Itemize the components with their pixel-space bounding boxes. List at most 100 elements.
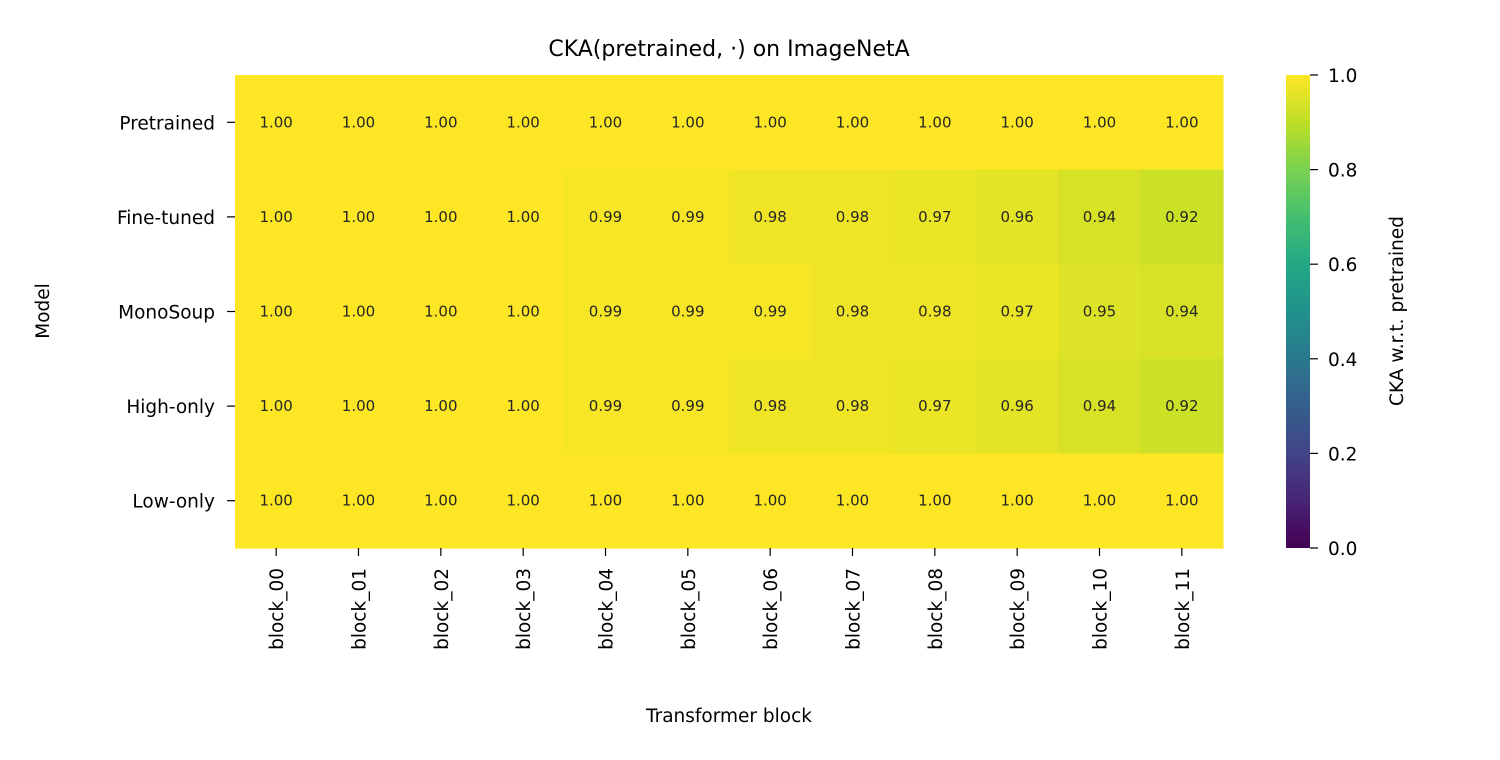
heatmap-cell [482,75,565,171]
x-tick-label: block_01 [350,568,371,650]
cell-value-label: 1.00 [259,397,292,415]
cell-value-label: 0.98 [836,303,869,321]
cell-value-label: 0.97 [918,397,951,415]
heatmap-cell [1140,453,1224,549]
cell-value-label: 0.99 [671,303,704,321]
cell-value-label: 0.92 [1165,208,1198,226]
heatmap-cell [564,264,648,360]
heatmap-cell [646,75,730,171]
cell-value-label: 0.98 [918,303,951,321]
heatmap-cell [811,358,895,454]
heatmap-cell [1058,169,1142,265]
heatmap-cell [564,169,648,265]
cell-value-label: 1.00 [424,208,457,226]
colorbar-tick-label: 0.4 [1328,350,1357,371]
y-tick-label: Pretrained [119,113,215,134]
heatmap-cell [317,169,401,265]
heatmap-cells [235,75,1224,549]
heatmap-cell [893,453,977,549]
heatmap-cell [976,169,1059,265]
heatmap-cell [564,358,648,454]
colorbar-ticks: 0.0 0.2 0.4 0.6 0.8 1.0 [1310,66,1357,560]
x-tick-label: block_08 [926,568,947,650]
cell-value-label: 1.00 [342,208,375,226]
y-tick-label: Fine-tuned [117,208,215,229]
heatmap-cell [811,75,895,171]
heatmap-cell [1058,453,1142,549]
heatmap-cell [976,453,1059,549]
cell-value-label: 1.00 [424,492,457,510]
heatmap-cell [1140,358,1224,454]
cell-value-label: 0.95 [1083,303,1116,321]
heatmap-cell [811,169,895,265]
cell-value-label: 0.98 [753,208,786,226]
heatmap-cell [564,453,648,549]
cell-value-label: 1.00 [506,492,539,510]
heatmap-cell [976,358,1059,454]
cell-value-label: 0.96 [1000,397,1033,415]
cell-value-label: 0.98 [753,397,786,415]
heatmap-cell [482,358,565,454]
heatmap-cell [646,264,730,360]
heatmap-cell [729,169,812,265]
cell-value-label: 1.00 [506,208,539,226]
y-tick-label: Low-only [132,492,215,513]
x-tick-label: block_04 [597,568,618,650]
cell-value-label: 0.94 [1083,397,1116,415]
heatmap-cell [399,264,483,360]
heatmap-cell [976,264,1059,360]
cell-value-label: 0.94 [1083,208,1116,226]
heatmap-cell [235,264,318,360]
heatmap-cell [1058,75,1142,171]
cell-value-label: 1.00 [1083,492,1116,510]
cell-value-label: 0.99 [589,397,622,415]
cell-value-label: 0.99 [671,397,704,415]
heatmap-cell [1140,169,1224,265]
cell-value-label: 1.00 [342,303,375,321]
colorbar-tick-label: 0.2 [1328,444,1357,465]
heatmap-cell [893,358,977,454]
cell-value-label: 1.00 [342,492,375,510]
heatmap-cell [729,264,812,360]
colorbar-tick-label: 1.0 [1328,66,1357,87]
colorbar-tick-label: 0.8 [1328,161,1357,182]
cell-value-label: 1.00 [259,113,292,131]
heatmap-cell [564,75,648,171]
cell-value-label: 0.97 [1000,303,1033,321]
heatmap-cell [729,358,812,454]
heatmap-cell [1058,264,1142,360]
cell-value-label: 1.00 [671,492,704,510]
heatmap-cell [482,453,565,549]
cell-value-label: 0.99 [753,303,786,321]
x-tick-label: block_00 [267,568,288,650]
x-tick-label: block_11 [1173,568,1194,650]
colorbar-tick-label: 0.6 [1328,255,1357,276]
cell-value-label: 0.92 [1165,397,1198,415]
cell-value-label: 1.00 [424,303,457,321]
x-tick-label: block_09 [1008,568,1029,650]
cell-value-label: 0.98 [836,208,869,226]
x-axis-title: Transformer block [645,706,812,727]
cell-value-label: 0.97 [918,208,951,226]
x-axis-ticks: block_00 block_01 block_02 block_03 block_04… [267,548,1194,650]
heatmap-cell [811,264,895,360]
heatmap-cell [811,453,895,549]
cell-value-label: 1.00 [589,113,622,131]
y-axis-title: Model [33,283,54,339]
x-tick-label: block_10 [1091,568,1112,650]
cell-value-label: 1.00 [259,303,292,321]
heatmap-cell [317,264,401,360]
heatmap-cell [235,75,318,171]
heatmap-cell [399,169,483,265]
heatmap-cell [729,453,812,549]
cell-value-label: 1.00 [506,113,539,131]
cell-value-label: 1.00 [1000,113,1033,131]
cell-value-label: 1.00 [259,208,292,226]
cell-value-label: 1.00 [753,113,786,131]
cell-value-label: 1.00 [424,397,457,415]
heatmap-cell [235,358,318,454]
heatmap-cell [893,169,977,265]
heatmap-cell [646,169,730,265]
cell-value-label: 1.00 [1083,113,1116,131]
